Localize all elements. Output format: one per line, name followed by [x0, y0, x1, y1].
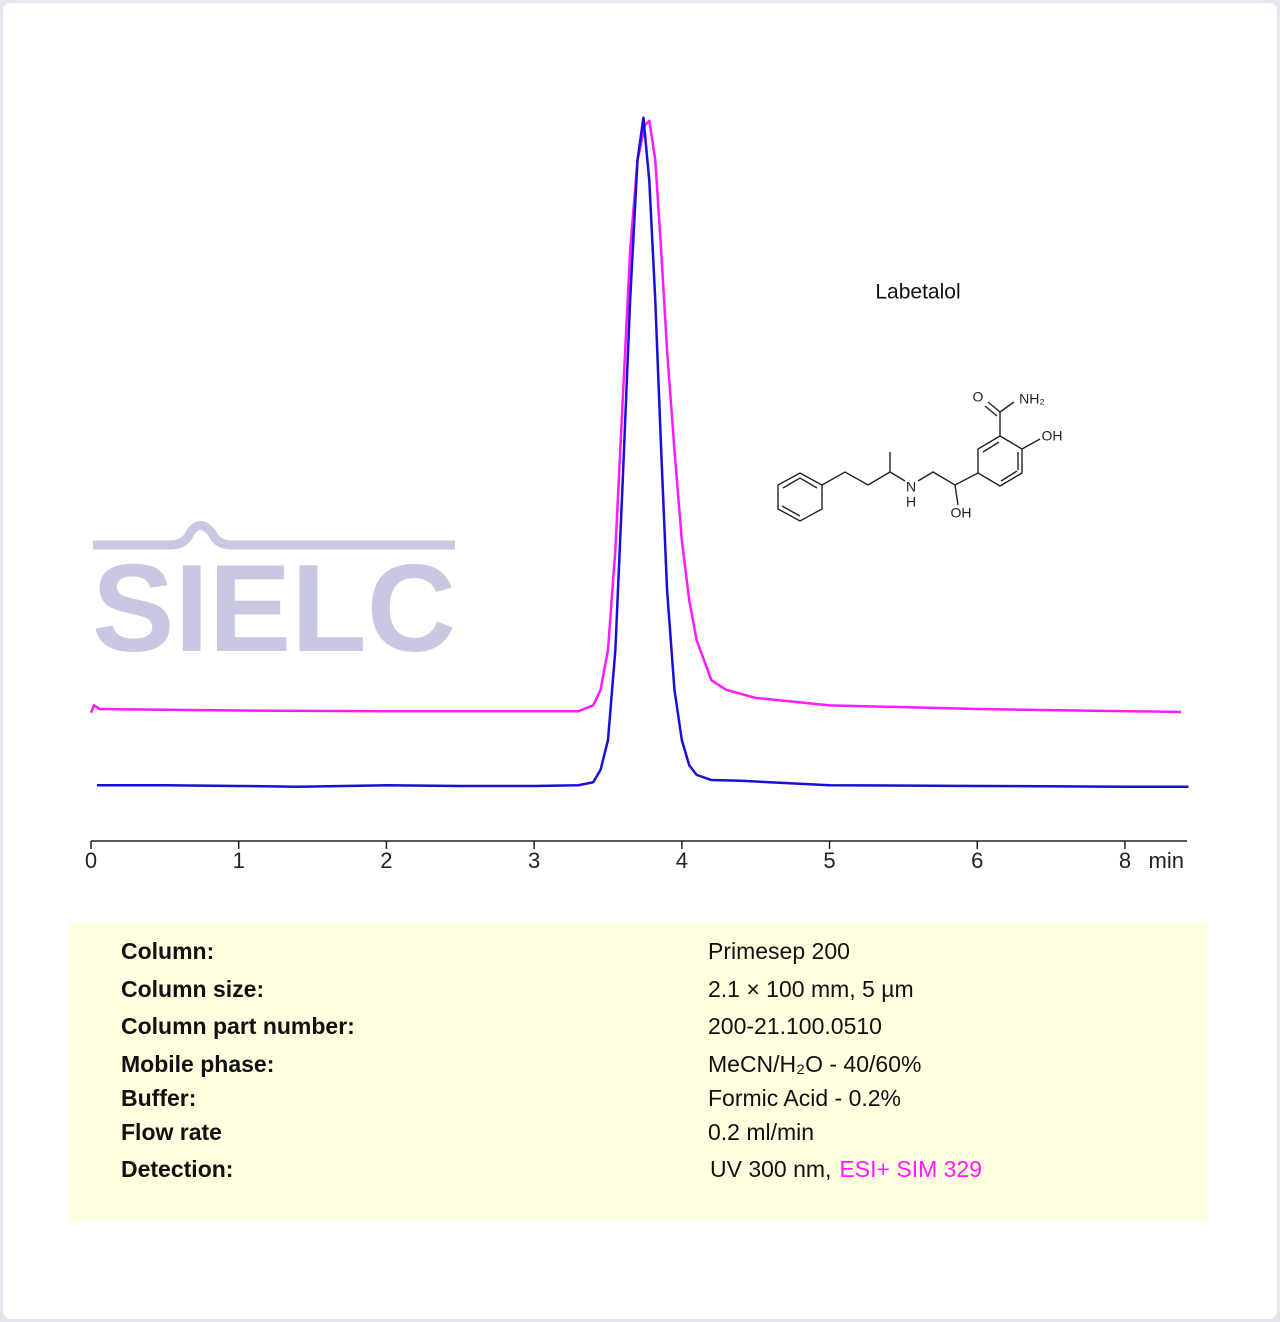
x-axis-label: min: [1149, 848, 1184, 873]
structure: [777, 401, 1041, 522]
watermark: SIELC: [92, 540, 456, 678]
condition-value: 200-21.100.0510: [708, 1013, 882, 1039]
condition-value: 0.2 ml/min: [708, 1119, 814, 1145]
atom-label: O: [973, 389, 984, 405]
condition-value: MeCN/H₂O - 40/60%: [708, 1051, 921, 1077]
atom-label: OH: [951, 505, 972, 521]
conditions-box: [69, 922, 1207, 1222]
condition-value: Primesep 200: [708, 938, 850, 964]
atom-label: OH: [1042, 428, 1063, 444]
condition-label: Buffer:: [121, 1085, 196, 1111]
x-tick-label: 3: [528, 848, 540, 873]
condition-value: Formic Acid - 0.2%: [708, 1085, 901, 1111]
x-tick-label: 1: [233, 848, 245, 873]
x-tick-label: 0: [85, 848, 97, 873]
series-line: [96, 116, 1189, 788]
condition-label: Flow rate: [121, 1119, 222, 1145]
logo-swoosh: [93, 521, 455, 550]
structure-atoms: O NH₂ OH N H OH: [906, 389, 1063, 521]
atom-label: NH₂: [1019, 391, 1045, 407]
condition-label: Column:: [121, 938, 214, 964]
condition-value: 2.1 × 100 mm, 5 µm: [708, 976, 914, 1002]
condition-label: Column part number:: [121, 1013, 355, 1039]
x-tick-label: 4: [676, 848, 688, 873]
annotation: Labetalol: [875, 281, 960, 304]
x-tick-label: 2: [380, 848, 392, 873]
x-tick-label: 8: [1119, 848, 1131, 873]
condition-value: UV 300 nm, ESI+ SIM 329: [710, 1156, 982, 1182]
condition-label: Column size:: [121, 976, 264, 1002]
atom-label: N: [906, 479, 916, 495]
x-tick-label: 5: [823, 848, 835, 873]
condition-label: Mobile phase:: [121, 1051, 274, 1077]
condition-value-part: ESI+ SIM 329: [839, 1156, 982, 1182]
x-tick-label: 6: [971, 848, 983, 873]
atom-label: H: [906, 494, 916, 510]
condition-label: Detection:: [121, 1156, 233, 1182]
condition-value-part: UV 300 nm,: [710, 1156, 831, 1182]
